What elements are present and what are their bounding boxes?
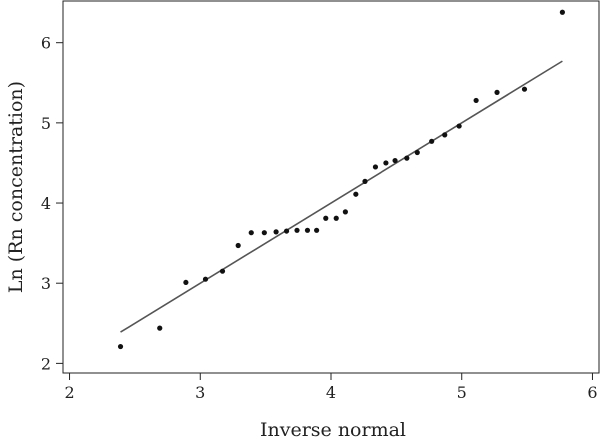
x-axis-title: Inverse normal [260,419,406,441]
y-tick-label: 6 [41,34,51,53]
data-point [323,215,329,221]
y-tick-label: 5 [41,114,51,133]
data-point [261,230,267,236]
data-point [404,155,410,161]
data-point [304,227,311,233]
y-tick-label: 2 [41,354,51,373]
data-point [442,132,448,138]
data-point [353,191,359,197]
data-point [414,149,420,156]
data-point [342,209,348,215]
data-point [294,227,300,233]
data-point [456,123,462,129]
y-tick-label: 3 [41,274,51,293]
data-point [283,228,290,234]
data-point [248,230,254,236]
data-point [314,227,320,233]
data-point [494,89,500,95]
data-point [273,229,279,235]
x-tick-label: 4 [326,383,336,402]
data-point [157,325,163,331]
data-points [117,9,565,350]
y-tick-label: 4 [41,194,51,213]
data-point [117,343,124,350]
x-axis-ticks: 2 3 4 5 6 [64,373,598,402]
data-point [521,86,528,92]
data-point [383,160,389,166]
data-point [429,138,435,144]
x-tick-label: 2 [64,383,74,402]
fit-line-group [120,60,563,333]
y-axis-ticks: 2 3 4 5 6 [41,34,63,373]
data-point [235,242,241,249]
x-tick-label: 3 [195,383,205,402]
fit-line [120,60,563,333]
y-axis-title: Ln (Rn concentration) [5,81,27,293]
data-point [392,157,398,164]
data-point [372,164,379,170]
data-point [183,279,189,286]
data-point [333,215,339,221]
data-point [219,268,226,274]
data-point [559,9,565,15]
data-point [473,97,479,104]
x-tick-label: 6 [587,383,597,402]
data-point [362,178,368,184]
data-point [202,276,209,282]
x-tick-label: 5 [457,383,467,402]
